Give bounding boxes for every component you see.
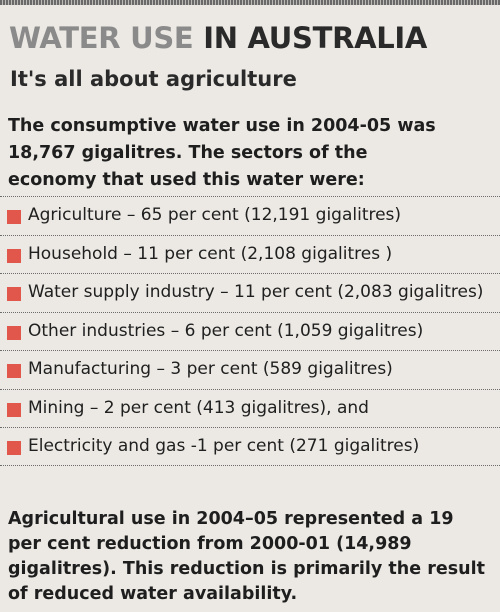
page-title: WATER USE IN AUSTRALIA [9, 20, 427, 56]
square-bullet-icon [7, 287, 21, 301]
intro-paragraph: The consumptive water use in 2004-05 was… [8, 116, 436, 190]
sector-text: Other industries – 6 per cent (1,059 gig… [28, 320, 424, 341]
list-item: Household – 11 per cent (2,108 gigalitre… [0, 234, 500, 274]
list-item: Electricity and gas -1 per cent (271 gig… [0, 427, 500, 466]
subtitle: It's all about agriculture [10, 67, 297, 91]
sector-text: Manufacturing – 3 per cent (589 gigalitr… [28, 359, 393, 379]
list-item: Manufacturing – 3 per cent (589 gigalitr… [0, 350, 500, 389]
list-item: Agriculture – 65 per cent (12,191 gigali… [0, 196, 500, 235]
sector-text: Agriculture – 65 per cent (12,191 gigali… [28, 205, 402, 225]
square-bullet-icon [7, 402, 21, 417]
square-bullet-icon [7, 210, 21, 224]
list-item: Mining – 2 per cent (413 gigalitres), an… [0, 388, 500, 428]
list-item: Water supply industry – 11 per cent (2,0… [0, 273, 500, 312]
closing-paragraph: Agricultural use in 2004–05 represented … [8, 509, 485, 604]
sector-text: Household – 11 per cent (2,108 gigalitre… [28, 243, 393, 264]
list-item: Other industries – 6 per cent (1,059 gig… [0, 311, 500, 351]
square-bullet-icon [7, 325, 21, 340]
top-rule [0, 0, 500, 5]
square-bullet-icon [7, 441, 21, 455]
title-part-dark: IN AUSTRALIA [203, 21, 428, 55]
square-bullet-icon [7, 364, 21, 378]
sector-text: Mining – 2 per cent (413 gigalitres), an… [28, 397, 369, 418]
square-bullet-icon [7, 248, 21, 263]
sector-list: Agriculture – 65 per cent (12,191 gigali… [0, 196, 500, 466]
title-part-light: WATER USE [9, 21, 204, 55]
sector-text: Water supply industry – 11 per cent (2,0… [28, 282, 484, 302]
sector-text: Electricity and gas -1 per cent (271 gig… [28, 436, 420, 456]
